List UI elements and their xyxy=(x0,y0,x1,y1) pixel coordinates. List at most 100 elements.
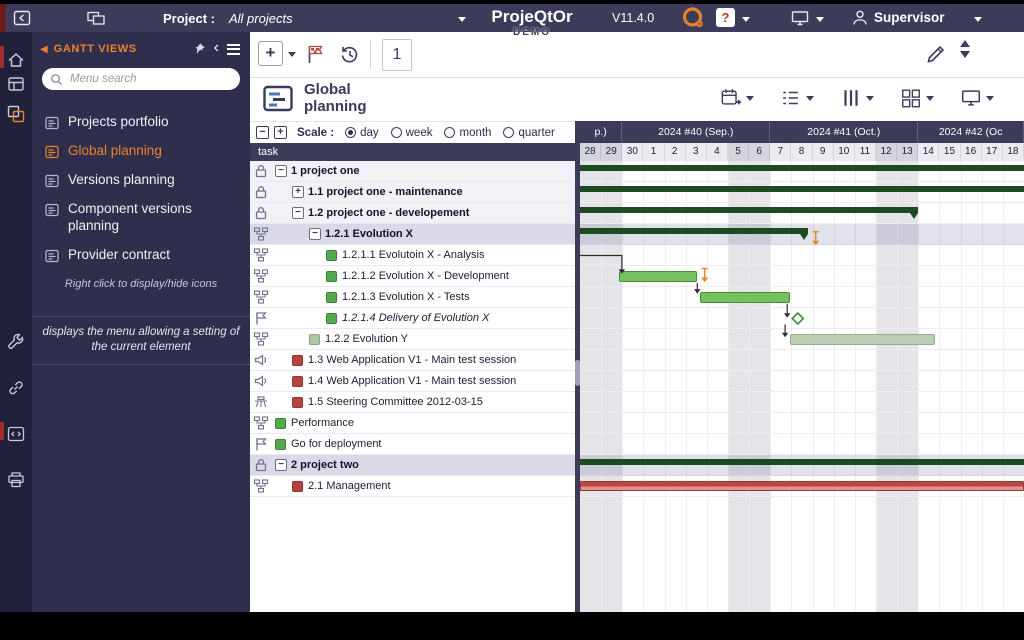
display-caret-icon[interactable] xyxy=(816,17,824,22)
lock-row-icon xyxy=(253,163,269,179)
task-row[interactable]: + 1.1 project one - maintenance xyxy=(250,182,575,203)
day-header-cell: 13 xyxy=(897,143,919,161)
grid-line xyxy=(643,161,645,612)
layout-button[interactable] xyxy=(900,87,934,109)
help-button[interactable]: ? xyxy=(716,8,735,27)
expand-toggle[interactable]: + xyxy=(292,186,304,198)
scale-option-quarter[interactable]: quarter xyxy=(503,127,555,139)
project-selector-label: Project : xyxy=(163,11,216,26)
expand-toggle[interactable]: − xyxy=(309,228,321,240)
add-button[interactable]: + xyxy=(258,41,283,66)
projeqtor-logo-icon[interactable] xyxy=(680,5,706,31)
search-icon xyxy=(50,73,63,86)
project-selector-value[interactable]: All projects xyxy=(229,11,293,26)
splitter-grip[interactable] xyxy=(575,360,580,386)
sidebar-item[interactable]: Versions planning xyxy=(32,166,250,195)
tools-icon[interactable] xyxy=(6,332,26,352)
checkered-flag-button[interactable] xyxy=(304,42,328,66)
user-icon[interactable] xyxy=(850,8,870,28)
user-caret-icon[interactable] xyxy=(974,17,982,22)
task-row[interactable]: 2.1 Management xyxy=(250,476,575,497)
expand-toggle[interactable]: − xyxy=(275,459,287,471)
task-row[interactable]: − 2 project two xyxy=(250,455,575,476)
scale-option-day[interactable]: day xyxy=(345,127,379,139)
print-icon[interactable] xyxy=(6,470,26,490)
menu-search-input[interactable] xyxy=(68,72,232,86)
collapse-triangle-icon[interactable]: ◀ xyxy=(40,43,48,55)
task-label: 1.2.1.3 Evolution X - Tests xyxy=(342,291,470,303)
app-header: Project : All projects ProjeQtOr DEMO V1… xyxy=(0,4,1024,38)
pane-splitter[interactable] xyxy=(575,121,580,612)
sidebar-item[interactable]: Component versions planning xyxy=(32,195,250,241)
task-row[interactable]: 1.2.1.1 Evolutoin X - Analysis xyxy=(250,245,575,266)
modules-icon[interactable] xyxy=(6,74,26,94)
spinner-down-icon[interactable] xyxy=(960,51,970,58)
code-icon[interactable] xyxy=(6,424,26,444)
screen-button[interactable] xyxy=(960,87,994,109)
radio-icon[interactable] xyxy=(345,127,357,138)
scale-option-week[interactable]: week xyxy=(390,127,432,139)
sidebar-item[interactable]: Projects portfolio xyxy=(32,108,250,137)
display-settings-icon[interactable] xyxy=(790,8,810,28)
sidebar-item[interactable]: Global planning xyxy=(32,137,250,166)
task-bar[interactable] xyxy=(619,271,698,282)
task-row[interactable]: 1.5 Steering Committee 2012-03-15 xyxy=(250,392,575,413)
dual-screen-icon[interactable] xyxy=(86,8,106,28)
radio-icon[interactable] xyxy=(444,127,456,138)
day-header-cell: 7 xyxy=(770,143,792,161)
indent xyxy=(271,213,292,214)
row-line xyxy=(580,265,1024,266)
help-caret-icon[interactable] xyxy=(742,17,750,22)
sidebar-header: ◀ GANTT VIEWS ‹ xyxy=(32,32,250,56)
indent xyxy=(271,234,309,235)
task-row[interactable]: − 1.2.1 Evolution X xyxy=(250,224,575,245)
row-line xyxy=(580,391,1024,392)
home-icon[interactable] xyxy=(6,50,26,70)
history-button[interactable] xyxy=(338,42,362,66)
summary-bar[interactable] xyxy=(580,165,1024,171)
spinner-up-icon[interactable] xyxy=(960,40,970,47)
user-name[interactable]: Supervisor xyxy=(874,10,945,25)
row-spinner[interactable] xyxy=(960,40,970,58)
expand-toggle[interactable]: − xyxy=(275,165,287,177)
task-row[interactable]: 1.3 Web Application V1 - Main test sessi… xyxy=(250,350,575,371)
add-caret-icon[interactable] xyxy=(288,52,296,57)
radio-icon[interactable] xyxy=(390,127,402,138)
edit-pencil-button[interactable] xyxy=(924,42,948,66)
sidebar-item-label: Component versions planning xyxy=(68,201,192,233)
checklist-button[interactable] xyxy=(780,87,814,109)
summary-bar[interactable] xyxy=(580,207,919,213)
collapse-chevron-icon[interactable]: ‹ xyxy=(213,38,219,56)
zoom-in-button[interactable]: + xyxy=(274,126,287,139)
expand-toggle[interactable]: − xyxy=(292,207,304,219)
task-row[interactable]: 1.4 Web Application V1 - Main test sessi… xyxy=(250,371,575,392)
day-header-cell: 17 xyxy=(982,143,1003,161)
summary-bar[interactable] xyxy=(580,186,1024,192)
task-row[interactable]: 1.2.1.4 Delivery of Evolution X xyxy=(250,308,575,329)
menu-hamburger-icon[interactable] xyxy=(227,43,240,55)
summary-bar[interactable] xyxy=(580,228,809,234)
task-row[interactable]: Performance xyxy=(250,413,575,434)
links-icon[interactable] xyxy=(6,378,26,398)
grid-line xyxy=(791,161,793,612)
pin-icon[interactable] xyxy=(192,42,206,56)
scale-option-month[interactable]: month xyxy=(444,127,491,139)
sidebar-item[interactable]: Provider contract xyxy=(32,241,250,270)
window-back-icon[interactable] xyxy=(12,8,32,28)
task-row[interactable]: − 1.2 project one - developement xyxy=(250,203,575,224)
summary-bar[interactable] xyxy=(580,459,1024,465)
task-row[interactable]: − 1 project one xyxy=(250,161,575,182)
grid-line xyxy=(770,161,772,612)
project-selector-caret-icon[interactable] xyxy=(458,17,466,22)
columns-button[interactable] xyxy=(840,87,874,109)
task-row[interactable]: 1.2.2 Evolution Y xyxy=(250,329,575,350)
task-row[interactable]: 1.2.1.3 Evolution X - Tests xyxy=(250,287,575,308)
task-bar[interactable] xyxy=(790,334,936,345)
task-bar[interactable] xyxy=(700,292,791,303)
zoom-out-button[interactable]: − xyxy=(256,126,269,139)
radio-icon[interactable] xyxy=(503,127,515,138)
task-row[interactable]: 1.2.1.2 Evolution X - Development xyxy=(250,266,575,287)
gantt-views-icon[interactable] xyxy=(6,104,26,124)
calendar-plus-button[interactable] xyxy=(720,87,754,109)
task-row[interactable]: Go for deployment xyxy=(250,434,575,455)
